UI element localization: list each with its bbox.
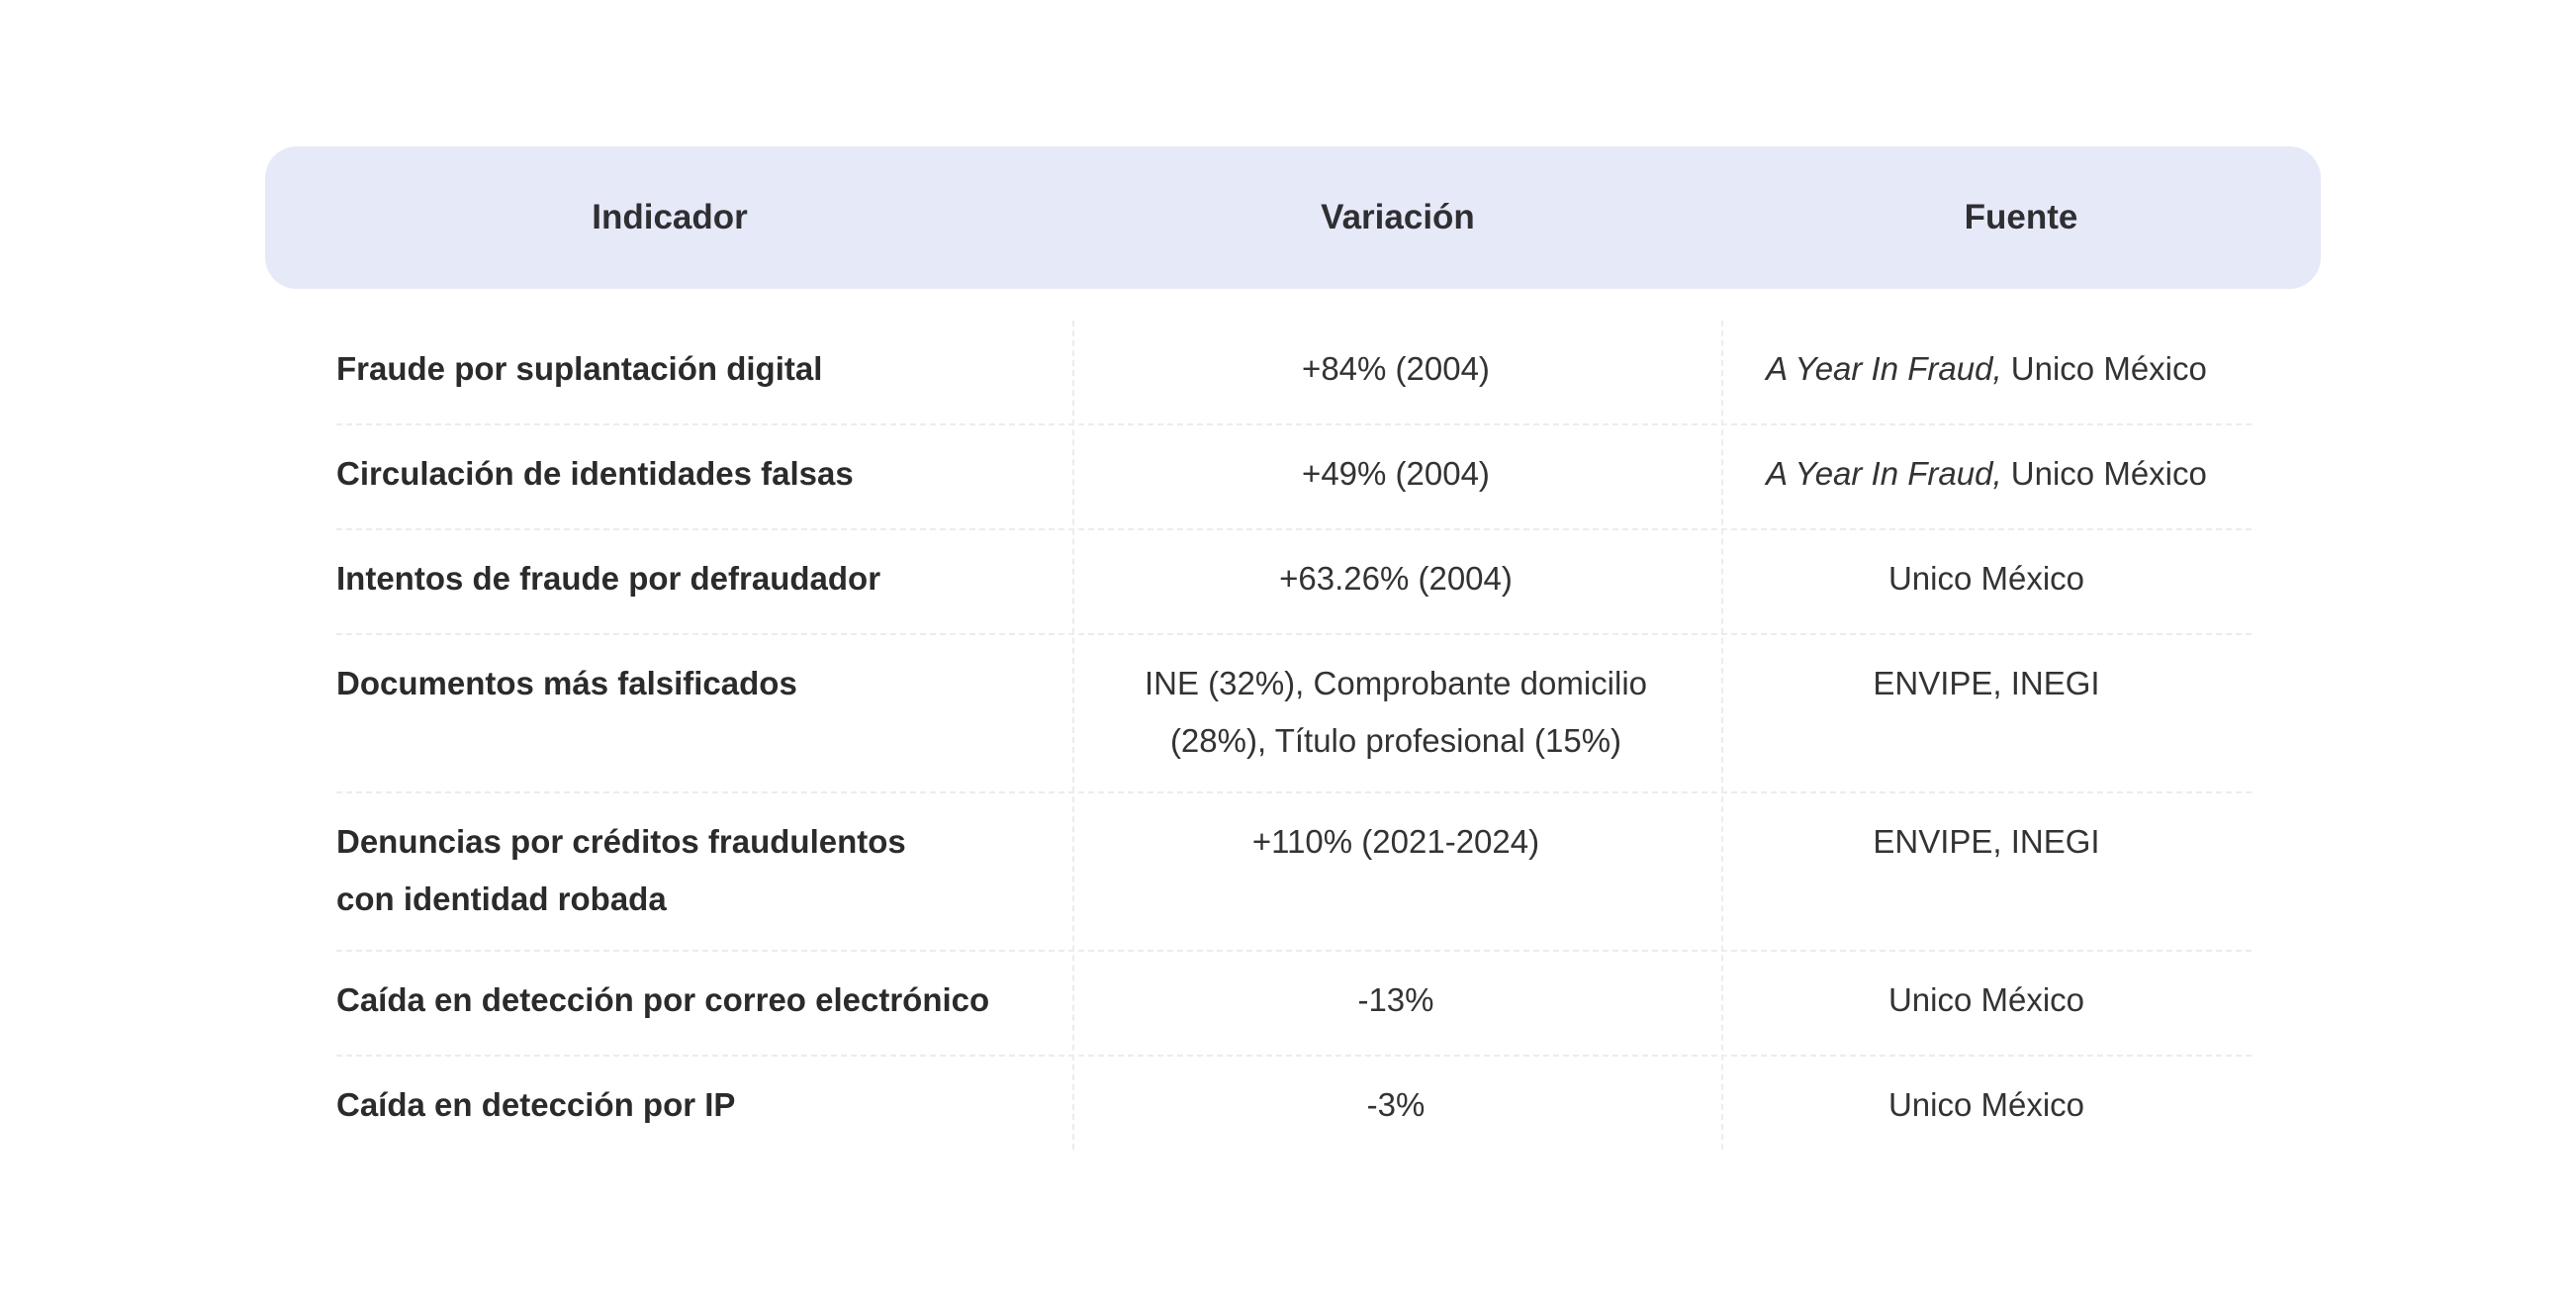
source-cell: Unico México — [1721, 1076, 2252, 1134]
indicator-cell: Fraude por suplantación digital — [336, 350, 823, 387]
row-divider — [336, 633, 2252, 635]
header-variation: Variación — [1321, 198, 1475, 236]
row-divider — [336, 791, 2252, 793]
source-cell: ENVIPE, INEGI — [1721, 655, 2252, 712]
source-cell: Unico México — [1721, 972, 2252, 1029]
data-table: Indicador Variación Fuente Fraude por su… — [265, 146, 2321, 1150]
table-row: Caída en detección por IP -3% Unico Méxi… — [336, 1057, 2252, 1150]
source-title: A Year In Fraud, — [1766, 350, 2002, 387]
table-row: Fraude por suplantación digital +84% (20… — [336, 321, 2252, 425]
header-source: Fuente — [1964, 198, 2078, 236]
source-title: A Year In Fraud, — [1766, 455, 2002, 492]
source-name: ENVIPE, INEGI — [1873, 665, 2100, 701]
indicator-cell: Intentos de fraude por defraudador — [336, 560, 881, 597]
source-name: Unico México — [1887, 560, 2085, 597]
source-cell: ENVIPE, INEGI — [1721, 813, 2252, 871]
table-header: Indicador Variación Fuente — [265, 146, 2321, 289]
table-row: Caída en detección por correo electrónic… — [336, 952, 2252, 1057]
column-divider — [1721, 321, 1723, 1150]
variation-cell: -3% — [1366, 1086, 1426, 1123]
indicator-cell: Caída en detección por IP — [336, 1086, 736, 1123]
source-name: ENVIPE, INEGI — [1873, 823, 2100, 860]
table-row: Circulación de identidades falsas +49% (… — [336, 425, 2252, 530]
table-row: Intentos de fraude por defraudador +63.2… — [336, 530, 2252, 635]
row-divider — [336, 1055, 2252, 1057]
row-divider — [336, 528, 2252, 530]
variation-cell: +63.26% (2004) — [1279, 560, 1513, 597]
row-divider — [336, 950, 2252, 952]
source-cell: A Year In Fraud, Unico México — [1721, 340, 2252, 398]
table-row: Documentos más falsificados INE (32%), C… — [336, 635, 2252, 793]
variation-cell: +84% (2004) — [1302, 350, 1490, 387]
source-name: Unico México — [1887, 981, 2085, 1018]
variation-cell: +110% (2021-2024) — [1251, 823, 1540, 860]
variation-cell: +49% (2004) — [1302, 455, 1490, 492]
row-divider — [336, 423, 2252, 425]
source-cell: A Year In Fraud, Unico México — [1721, 445, 2252, 503]
indicator-cell: Documentos más falsificados — [336, 665, 797, 701]
table-row: Denuncias por créditos fraudulentos con … — [336, 793, 2252, 952]
indicator-cell: Caída en detección por correo electrónic… — [336, 981, 990, 1018]
variation-cell: INE (32%), Comprobante domicilio (28%), … — [1144, 665, 1648, 759]
source-name: Unico México — [2001, 455, 2207, 492]
column-divider — [1072, 321, 1074, 1150]
header-indicator: Indicador — [592, 198, 748, 236]
source-name: Unico México — [1887, 1086, 2085, 1123]
indicator-cell: Circulación de identidades falsas — [336, 455, 854, 492]
indicator-cell: Denuncias por créditos fraudulentos con … — [336, 823, 906, 917]
variation-cell: -13% — [1357, 981, 1434, 1018]
table-body: Fraude por suplantación digital +84% (20… — [336, 321, 2252, 1150]
source-name: Unico México — [2001, 350, 2207, 387]
source-cell: Unico México — [1721, 550, 2252, 607]
